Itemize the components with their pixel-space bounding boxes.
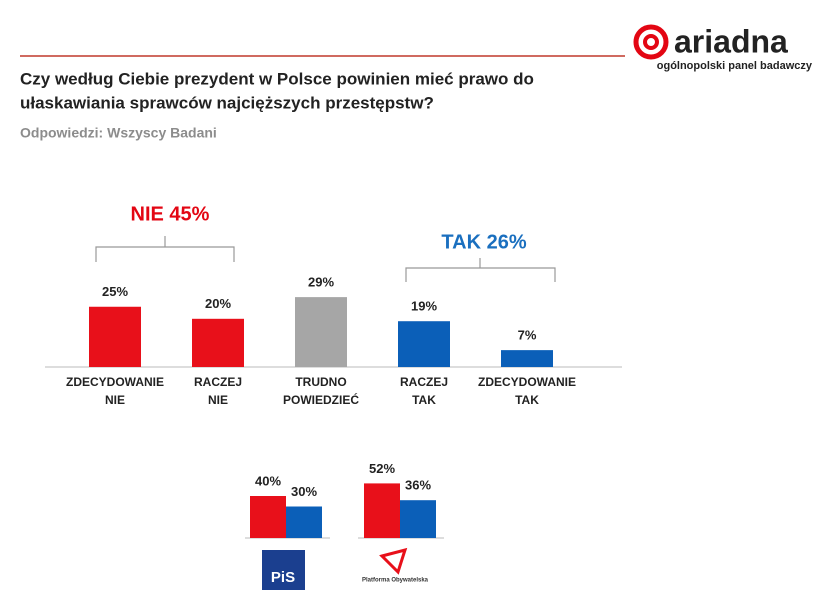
logo-mark <box>633 24 669 60</box>
x-tick-label: TRUDNO <box>295 375 346 389</box>
value-label: 25% <box>102 284 128 299</box>
x-tick-label: ZDECYDOWANIE <box>478 375 576 389</box>
title-line: Czy według Ciebie prezydent w Polsce pow… <box>20 69 534 88</box>
party-logo <box>379 547 408 575</box>
party-logo-text: Platforma Obywatelska <box>362 578 429 584</box>
x-tick-label: POWIEDZIEĆ <box>283 392 359 407</box>
bar <box>400 500 436 538</box>
x-tick-label: NIE <box>208 393 228 407</box>
x-tick-label: RACZEJ <box>400 375 448 389</box>
value-label: 36% <box>405 478 431 493</box>
value-label: 30% <box>291 484 317 499</box>
logo-name: ariadna <box>674 23 788 59</box>
x-tick-label: TAK <box>515 393 539 407</box>
bar <box>250 496 286 538</box>
annotation: TAK 26% <box>441 231 526 253</box>
bar <box>89 306 141 367</box>
bar <box>501 350 553 367</box>
value-label: 52% <box>369 461 395 476</box>
x-tick-label: ZDECYDOWANIE <box>66 375 164 389</box>
value-label: 20% <box>205 296 231 311</box>
annotation: NIE 45% <box>131 203 210 225</box>
title-line: ułaskawiania sprawców najcięższych przes… <box>20 93 434 112</box>
party-logo <box>262 550 305 590</box>
x-tick-label: RACZEJ <box>194 375 242 389</box>
value-label: 19% <box>411 299 437 314</box>
bar <box>364 483 400 538</box>
value-label: 40% <box>255 473 281 488</box>
value-label: 29% <box>308 275 334 290</box>
party-logo-text: PiS <box>271 569 295 586</box>
logo-tagline: ogólnopolski panel badawczy <box>657 60 813 72</box>
bracket <box>405 258 556 282</box>
subtitle: Odpowiedzi: Wszyscy Badani <box>20 125 217 141</box>
x-tick-label: TAK <box>412 393 436 407</box>
bar <box>295 297 347 367</box>
bar <box>398 321 450 367</box>
bar <box>286 506 322 538</box>
bracket <box>95 236 235 262</box>
x-tick-label: NIE <box>105 393 125 407</box>
value-label: 7% <box>518 328 537 343</box>
bar <box>192 318 244 367</box>
